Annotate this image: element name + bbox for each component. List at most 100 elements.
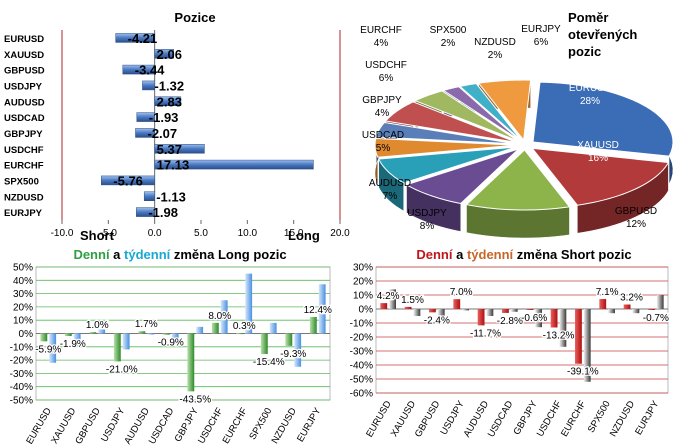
weekly-bar [294, 333, 302, 367]
position-bar [115, 33, 155, 43]
daily-bar [236, 333, 244, 335]
x-tick-label: -5.0 [100, 228, 118, 239]
data-label: -43.5% [179, 394, 211, 405]
category-label: XAUUSD [4, 50, 44, 61]
value-label: 2.06 [157, 47, 182, 62]
pie-slice-usdjpy [405, 148, 520, 205]
pie-label-name: XAUUSD [577, 140, 619, 151]
position-bar [143, 191, 155, 201]
pie-label-name: EURCHF [360, 25, 402, 36]
weekly-bar [656, 295, 664, 309]
weekly-bar [269, 322, 277, 334]
data-label: 1.7% [135, 319, 158, 330]
data-label: 7.0% [450, 287, 473, 298]
long-label: Long [288, 228, 320, 243]
pie-slice-spx500 [442, 86, 521, 142]
weekly-bar [583, 309, 591, 382]
pie-title-line1: Poměr [568, 10, 608, 25]
weekly-bar [220, 300, 228, 334]
x-tick-label: 10.0 [238, 228, 258, 239]
y-tick-label: 0% [359, 305, 374, 316]
pie-label-value: 7% [383, 191, 398, 202]
category-label: SPX500 [4, 176, 39, 187]
category-label: USDCAD [4, 113, 45, 124]
pie-label-name: GBPUSD [615, 206, 657, 217]
category-label: AUDUSD [4, 97, 45, 108]
weekly-bar [535, 309, 542, 328]
value-label: 5.37 [157, 142, 182, 157]
y-tick-label: 0% [19, 329, 34, 340]
short-change-title: Denní a týdenní změna Short pozic [416, 247, 631, 262]
weekly-bar [486, 309, 494, 316]
data-label: -2.8% [497, 316, 523, 327]
daily-bar [575, 309, 582, 364]
pie-label-value: 2% [488, 50, 503, 61]
value-label: -1.13 [156, 189, 186, 204]
data-label: 7.1% [596, 287, 619, 298]
short-label: Short [80, 228, 115, 243]
long-change-chart: Denní a týdenní změna Long pozic 50% 40% 3… [10, 247, 334, 446]
weekly-bar [171, 333, 179, 345]
long-title-daily: Denní [73, 247, 110, 262]
data-label: 1.0% [86, 320, 109, 331]
category-label: GBPJPY [4, 129, 43, 140]
position-bar [122, 64, 155, 75]
data-label: -11.7% [470, 328, 501, 339]
data-label: -1.9% [60, 339, 86, 350]
long-title-rest: změna Long pozic [170, 247, 286, 262]
category-label: EURJPY [295, 405, 324, 444]
daily-bar [309, 317, 317, 334]
data-label: 8.0% [208, 311, 231, 322]
weekly-bar [122, 333, 130, 350]
weekly-bar [437, 309, 445, 316]
short-change-chart: Denní a týdenní změna Short pozic 30% 20%… [350, 247, 671, 439]
weekly-bar [98, 329, 106, 334]
data-label: 0.3% [233, 321, 256, 332]
pie-slice-usdchf [384, 101, 517, 143]
daily-bar [429, 309, 436, 313]
y-tick-label: -30% [10, 369, 33, 380]
daily-bar [502, 309, 509, 313]
y-tick-label: 40% [13, 276, 33, 287]
daily-bar [526, 309, 534, 310]
long-change-title: Denní a týdenní změna Long pozic [73, 247, 286, 262]
category-label: EURJPY [4, 208, 43, 219]
pie-label-name: USDCAD [362, 130, 404, 141]
daily-bar [260, 333, 268, 354]
weekly-bar [462, 309, 469, 311]
value-label: -2.07 [147, 126, 177, 141]
pie-label-name: USDCHF [365, 60, 407, 71]
weekly-bar [147, 333, 155, 335]
data-label: -39.1% [567, 367, 599, 378]
short-title-daily: Denní [416, 247, 453, 262]
daily-bar [64, 333, 72, 337]
daily-bar [89, 332, 97, 334]
daily-bar [477, 309, 485, 326]
weekly-bar [318, 284, 326, 334]
value-label: -1.98 [148, 205, 178, 220]
pie-label-value: 28% [580, 96, 600, 107]
pie-label-name: SPX500 [430, 25, 467, 36]
value-label: -1.93 [149, 110, 179, 125]
daily-bar [113, 333, 121, 362]
data-label: -0.7% [643, 313, 669, 324]
pie-slice-nzdusd [458, 83, 522, 141]
data-label: -2.4% [424, 315, 450, 326]
data-label: 3.2% [620, 293, 643, 304]
x-tick-label: -10.0 [51, 228, 74, 239]
category-label: EURUSD [4, 34, 44, 45]
data-label: -13.2% [543, 330, 575, 341]
category-label: NZDUSD [4, 192, 44, 203]
y-tick-label: -40% [350, 361, 373, 372]
y-tick-label: -60% [350, 389, 373, 400]
pie-label-name: AUDUSD [369, 178, 411, 189]
short-title-weekly: týdenní [467, 247, 514, 262]
value-label: -1.32 [154, 78, 184, 93]
pie-label-value: 12% [626, 219, 646, 230]
x-tick-label: 20.0 [330, 228, 350, 239]
data-label: -15.4% [253, 357, 285, 368]
y-tick-label: -40% [10, 382, 33, 393]
data-label: -0.9% [158, 338, 184, 349]
position-bar [154, 159, 314, 170]
